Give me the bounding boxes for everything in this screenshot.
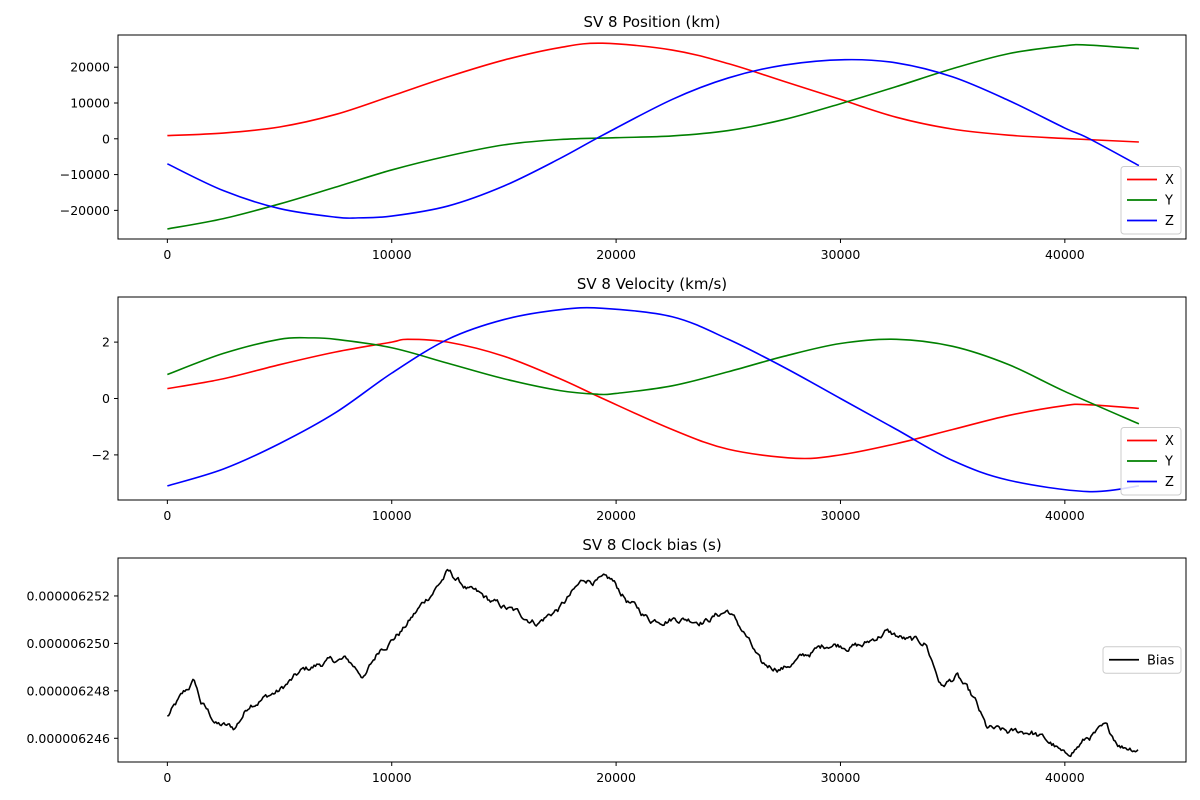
y-tick-label: −20000 — [60, 203, 110, 218]
x-tick-label: 20000 — [596, 247, 636, 262]
legend-label-x: X — [1165, 173, 1174, 188]
series-line-x — [167, 338, 1139, 460]
x-tick-label: 0 — [163, 770, 171, 785]
series-line-bias — [167, 568, 1139, 758]
chart-panel-2: SV 8 Velocity (km/s) 0 10000 20000 30000 4000… — [92, 275, 1187, 523]
y-tick-label: 0.000006246 — [26, 731, 110, 746]
chart-title: SV 8 Velocity (km/s) — [577, 275, 727, 293]
legend: Bias — [1102, 646, 1182, 674]
x-tick-label: 30000 — [821, 247, 861, 262]
x-tick-label: 40000 — [1045, 508, 1085, 523]
legend-label-bias: Bias — [1147, 653, 1174, 668]
chart-panel-3: SV 8 Clock bias (s) 0 10000 20000 30000 40000… — [26, 536, 1187, 785]
legend-box — [1102, 646, 1182, 674]
legend-label-y: Y — [1164, 455, 1173, 470]
series-line-y — [167, 336, 1140, 425]
x-tick-label: 10000 — [372, 770, 412, 785]
legend-label-z: Z — [1165, 475, 1174, 490]
axes-frame — [117, 296, 1187, 501]
x-tick-label: 40000 — [1045, 770, 1085, 785]
series-line-x — [167, 42, 1139, 143]
x-tick-label: 20000 — [596, 770, 636, 785]
x-tick-label: 40000 — [1045, 247, 1085, 262]
y-tick-label: −2 — [92, 447, 110, 462]
legend-label-z: Z — [1165, 214, 1174, 229]
legend: XYZ — [1120, 427, 1182, 496]
x-tick-label: 10000 — [372, 247, 412, 262]
y-tick-label: 20000 — [70, 60, 110, 75]
y-tick-label: −10000 — [60, 167, 110, 182]
chart-title: SV 8 Clock bias (s) — [582, 536, 721, 554]
x-tick-label: 30000 — [821, 770, 861, 785]
y-tick-label: 0.000006252 — [26, 588, 110, 603]
series-group — [167, 568, 1139, 758]
x-tick-label: 0 — [163, 508, 171, 523]
x-tick-label: 10000 — [372, 508, 412, 523]
series-line-z — [167, 58, 1140, 219]
x-tick-label: 20000 — [596, 508, 636, 523]
x-tick-label: 30000 — [821, 508, 861, 523]
y-tick-label: 10000 — [70, 96, 110, 111]
series-group — [167, 306, 1140, 493]
legend-label-x: X — [1165, 434, 1174, 449]
series-line-y — [167, 43, 1139, 230]
y-tick-label: 2 — [102, 335, 110, 350]
y-tick-label: 0.000006250 — [26, 636, 110, 651]
y-tick-label: 0.000006248 — [26, 683, 110, 698]
axes-frame — [117, 34, 1187, 240]
legend: XYZ — [1120, 166, 1182, 235]
chart-panel-1: SV 8 Position (km) 0 10000 20000 30000 40000 −… — [60, 13, 1187, 262]
series-line-z — [167, 306, 1139, 493]
chart-title: SV 8 Position (km) — [583, 13, 720, 31]
series-group — [167, 42, 1140, 230]
y-tick-label: 0 — [102, 131, 110, 146]
axes-frame — [117, 557, 1187, 763]
legend-label-y: Y — [1164, 194, 1173, 209]
y-tick-label: 0 — [102, 391, 110, 406]
x-tick-label: 0 — [163, 247, 171, 262]
